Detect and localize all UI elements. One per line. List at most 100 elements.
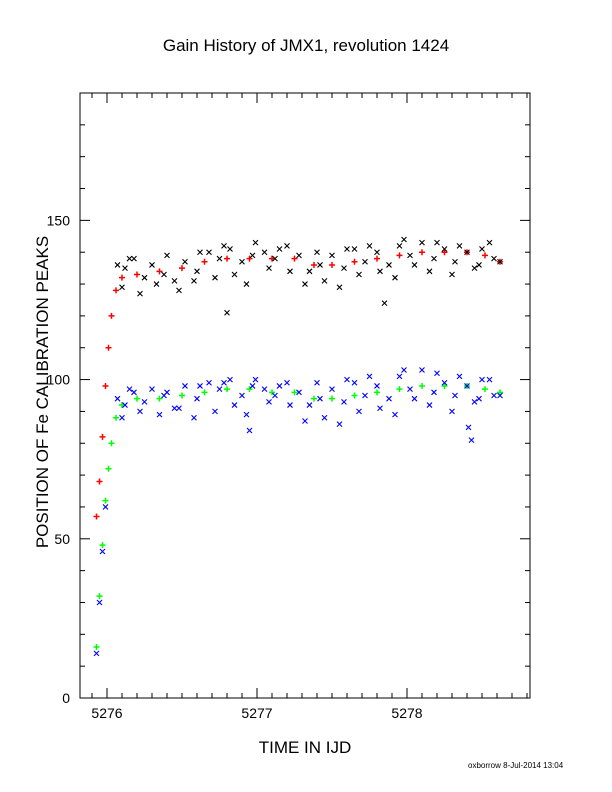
cross-point [114, 262, 121, 268]
cross-point [452, 258, 458, 265]
cross-point [216, 386, 223, 393]
plus-point [201, 389, 208, 396]
cross-point [122, 265, 128, 272]
plus-point [291, 255, 298, 262]
cross-point [197, 383, 203, 389]
cross-point [344, 376, 350, 383]
plus-point [179, 265, 185, 272]
cross-point [302, 418, 308, 424]
cross-point [314, 249, 320, 256]
cross-point [272, 255, 278, 262]
cross-point [386, 262, 392, 268]
cross-point [239, 258, 245, 265]
cross-point [465, 424, 472, 431]
cross-point [392, 411, 398, 418]
cross-point [366, 373, 373, 380]
cross-point [171, 277, 178, 284]
cross-point [276, 246, 283, 252]
y-tick-label: 0 [62, 690, 70, 706]
plus-point [96, 593, 103, 600]
cross-point [224, 309, 230, 316]
cross-point [362, 392, 368, 399]
cross-point [164, 252, 170, 259]
cross-point [407, 386, 413, 393]
cross-point [392, 274, 398, 281]
cross-point [176, 287, 182, 294]
plus-point [482, 386, 488, 393]
plus-point [269, 255, 275, 262]
plus-point [246, 386, 253, 393]
cross-point [426, 402, 433, 408]
y-tick-label: 50 [54, 531, 70, 547]
cross-point [212, 408, 218, 415]
series-2 [114, 236, 503, 316]
cross-point [456, 242, 463, 249]
plus-point [102, 382, 109, 389]
cross-point [341, 398, 347, 405]
cross-point [164, 389, 170, 396]
plus-point [419, 382, 425, 389]
cross-point [161, 271, 167, 278]
cross-point [386, 395, 392, 402]
cross-point [344, 246, 350, 252]
cross-point [216, 255, 223, 262]
plus-point [224, 386, 230, 393]
cross-point [341, 265, 347, 272]
cross-point [126, 386, 133, 393]
cross-point [284, 242, 290, 249]
plus-point [374, 255, 380, 262]
cross-point [479, 376, 485, 383]
plus-point [105, 344, 112, 351]
cross-point [449, 408, 455, 415]
cross-point [149, 262, 155, 268]
cross-point [287, 268, 293, 275]
x-axis-label: TIME IN IJD [258, 738, 352, 757]
cross-point [314, 379, 320, 386]
cross-point [374, 383, 380, 389]
cross-point [261, 249, 268, 256]
cross-point [411, 395, 418, 402]
plus-point [441, 249, 448, 256]
cross-point [419, 239, 425, 246]
cross-point [302, 281, 308, 287]
plus-point [396, 252, 403, 259]
plus-point [311, 261, 317, 268]
series-0 [93, 249, 503, 520]
cross-point [252, 239, 259, 246]
plus-point [119, 402, 125, 409]
cross-point [252, 376, 259, 383]
plus-point [224, 255, 230, 262]
cross-point [411, 262, 418, 268]
cross-point [464, 249, 470, 256]
cross-point [306, 268, 313, 275]
cross-point [464, 383, 470, 389]
cross-point [431, 255, 437, 262]
series-1 [93, 382, 503, 651]
plus-point [374, 389, 380, 396]
cross-point [441, 379, 448, 386]
x-tick-label: 5278 [391, 705, 422, 721]
cross-point [491, 392, 497, 399]
cross-point [407, 252, 413, 259]
cross-point [419, 367, 425, 373]
cross-point [149, 386, 155, 393]
cross-point [329, 252, 335, 259]
cross-point [131, 255, 137, 262]
cross-point [122, 402, 128, 408]
cross-point [93, 650, 100, 657]
cross-point [479, 246, 485, 252]
plus-point [113, 287, 119, 294]
cross-point [321, 277, 328, 284]
cross-point [356, 408, 362, 415]
plus-point [269, 389, 275, 396]
plus-point [156, 395, 163, 402]
cross-point [206, 379, 212, 386]
cross-point [377, 405, 383, 412]
cross-point [434, 370, 440, 377]
plus-point [329, 395, 335, 402]
plot-frame [79, 92, 531, 699]
cross-point [221, 242, 227, 249]
cross-point [351, 379, 358, 386]
plus-point [108, 312, 115, 319]
